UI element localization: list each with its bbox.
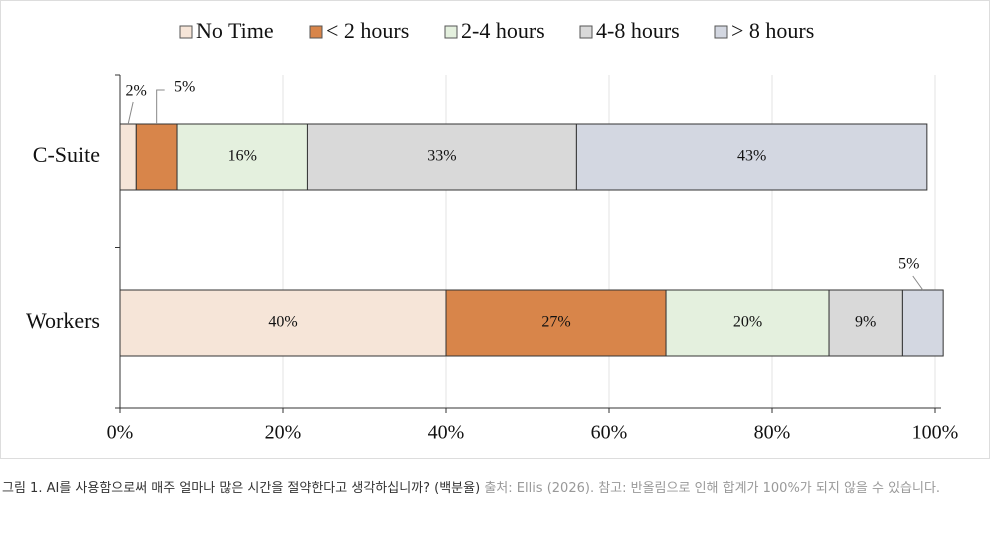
legend-label: > 8 hours [731,18,814,43]
leader-line [127,101,134,125]
caption: 그림 1. AI를 사용함으로써 매주 얼마나 많은 시간을 절약한다고 생각하… [2,478,987,500]
x-tick-label: 80% [754,422,791,444]
data-label: 9% [855,314,876,331]
bar-segment [665,289,830,357]
leader-line [912,275,924,291]
legend-swatch [714,25,728,39]
data-label: 43% [737,148,766,165]
data-label: 33% [427,148,456,165]
data-label: 40% [268,314,297,331]
legend-label: No Time [196,18,274,43]
legend-swatch [309,25,323,39]
caption-note: 출처: Ellis (2026). 참고: 반올림으로 인해 합계가 100%가… [484,481,941,496]
bar-segment [306,123,577,191]
bar-segment [901,289,944,357]
leader-line [156,89,165,124]
bar-segment [575,123,928,191]
legend-swatch [179,25,193,39]
bar-segment [119,123,137,191]
caption-title: 그림 1. AI를 사용함으로써 매주 얼마나 많은 시간을 절약한다고 생각하… [2,481,481,496]
data-label: 5% [898,256,919,273]
bar-segment [135,123,178,191]
x-tick-label: 20% [265,422,302,444]
x-tick-label: 60% [591,422,628,444]
bar-segment [119,289,447,357]
x-tick-label: 100% [912,422,959,444]
x-tick-label: 40% [428,422,465,444]
chart: 0% 20% 40% 60% 80% 100% No Time < 2 hours 2-4 ho… [0,0,990,459]
y-tick-label: C-Suite [33,142,100,167]
legend-swatch [579,25,593,39]
data-label: 20% [733,314,762,331]
y-tick-label: Workers [26,308,100,333]
chart-frame [0,0,990,459]
data-label: 2% [125,83,146,100]
legend-label: 4-8 hours [596,18,680,43]
data-label: 16% [228,148,257,165]
x-tick-label: 0% [107,422,134,444]
bar-segment [176,123,308,191]
data-label: 27% [541,314,570,331]
legend-swatch [444,25,458,39]
data-label: 5% [174,79,195,96]
legend-label: < 2 hours [326,18,409,43]
legend-label: 2-4 hours [461,18,545,43]
